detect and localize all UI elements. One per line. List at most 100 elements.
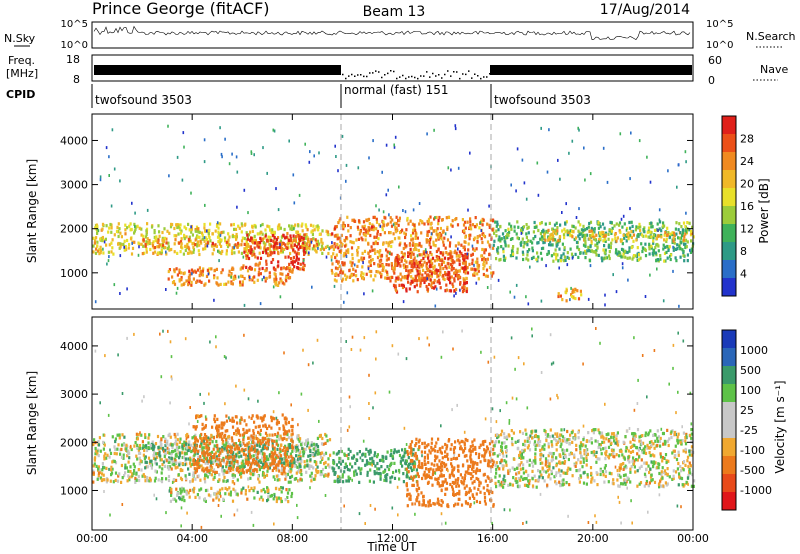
power-cell — [637, 234, 640, 238]
velocity-cell — [239, 421, 242, 425]
velocity-cell — [183, 489, 186, 493]
velocity-cell — [235, 415, 238, 419]
velocity-cell — [119, 452, 122, 456]
velocity-cell — [175, 445, 178, 449]
velocity-cell — [227, 454, 230, 458]
velocity-cell — [206, 488, 209, 492]
velocity-cell — [395, 450, 398, 454]
power-cell — [587, 245, 590, 249]
power-cell — [363, 292, 365, 296]
power-cell — [157, 238, 160, 242]
power-cell — [157, 224, 160, 228]
power-cell — [127, 246, 130, 250]
velocity-cell — [233, 474, 236, 478]
velocity-cell — [114, 478, 117, 482]
power-cell — [570, 294, 573, 299]
power-cell — [287, 272, 290, 276]
velocity-cell — [335, 463, 338, 467]
power-cell — [367, 217, 371, 221]
power-cell — [676, 243, 679, 247]
power-cell — [275, 246, 278, 250]
power-cell — [419, 219, 422, 223]
power-cell — [470, 253, 473, 257]
velocity-cell — [440, 451, 443, 455]
velocity-cell — [310, 443, 313, 447]
power-cell — [655, 258, 658, 262]
power-cell — [192, 270, 195, 274]
power-cell — [441, 218, 444, 222]
power-cell — [161, 230, 164, 235]
velocity-cell — [472, 447, 475, 451]
power-cell — [387, 257, 390, 261]
power-cell — [240, 251, 243, 255]
power-cell — [297, 224, 300, 228]
velocity-cell — [154, 476, 157, 480]
power-cell — [113, 283, 116, 287]
power-cell — [308, 240, 312, 244]
power-cell — [390, 252, 393, 256]
power-cell — [302, 241, 305, 245]
velocity-cell — [400, 456, 403, 460]
power-cell — [486, 222, 489, 226]
velocity-cell — [266, 499, 269, 503]
velocity-cell — [137, 474, 140, 479]
velocity-cell — [413, 462, 417, 466]
power-cell — [592, 230, 595, 234]
power-cell — [313, 228, 316, 232]
power-cell — [657, 234, 660, 238]
velocity-cell — [310, 441, 313, 445]
velocity-cell — [284, 449, 287, 453]
velocity-cell — [386, 473, 389, 477]
velocity-cell — [187, 491, 190, 495]
power-cell — [398, 283, 401, 287]
velocity-cell — [393, 449, 396, 453]
power-cell — [471, 223, 475, 227]
power-cell — [181, 178, 184, 182]
power-cell — [449, 241, 452, 245]
velocity-cell — [163, 451, 166, 456]
velocity-cell — [114, 437, 117, 441]
velocity-cell — [148, 461, 151, 465]
velocity-cell — [285, 431, 288, 436]
power-cell — [290, 237, 293, 241]
power-cell — [649, 230, 652, 234]
power-cell — [96, 231, 99, 235]
power-cell — [488, 225, 491, 229]
velocity-cell — [182, 487, 185, 491]
velocity-cell — [406, 450, 409, 454]
power-cell — [218, 259, 220, 263]
velocity-cell — [187, 457, 190, 461]
velocity-cell — [176, 492, 179, 496]
velocity-cell — [310, 479, 313, 483]
velocity-cell — [147, 479, 150, 483]
power-cell — [133, 240, 136, 244]
velocity-cell — [277, 474, 280, 478]
velocity-cell — [207, 436, 210, 440]
velocity-cell — [120, 455, 124, 459]
velocity-cell — [232, 468, 235, 472]
power-cell — [110, 241, 113, 245]
power-cell — [292, 173, 295, 177]
power-cell — [225, 249, 228, 253]
power-cell — [201, 273, 204, 277]
power-cell — [418, 269, 421, 273]
velocity-cell — [276, 435, 279, 439]
velocity-cell — [176, 442, 179, 446]
velocity-cell — [215, 426, 218, 430]
power-cell — [264, 234, 267, 238]
velocity-cell — [282, 461, 286, 465]
power-cell — [527, 258, 530, 262]
power-cell — [186, 242, 189, 246]
power-cell — [448, 252, 451, 256]
power-cell — [260, 230, 263, 234]
velocity-cell — [364, 452, 367, 456]
power-cell — [208, 228, 211, 232]
velocity-cell — [252, 454, 255, 458]
power-cell — [612, 273, 614, 277]
velocity-cell — [313, 460, 316, 464]
velocity-cell — [217, 425, 220, 429]
power-cell — [277, 224, 280, 228]
velocity-cell — [296, 460, 300, 464]
power-cell — [182, 282, 185, 287]
power-cell — [188, 278, 191, 282]
